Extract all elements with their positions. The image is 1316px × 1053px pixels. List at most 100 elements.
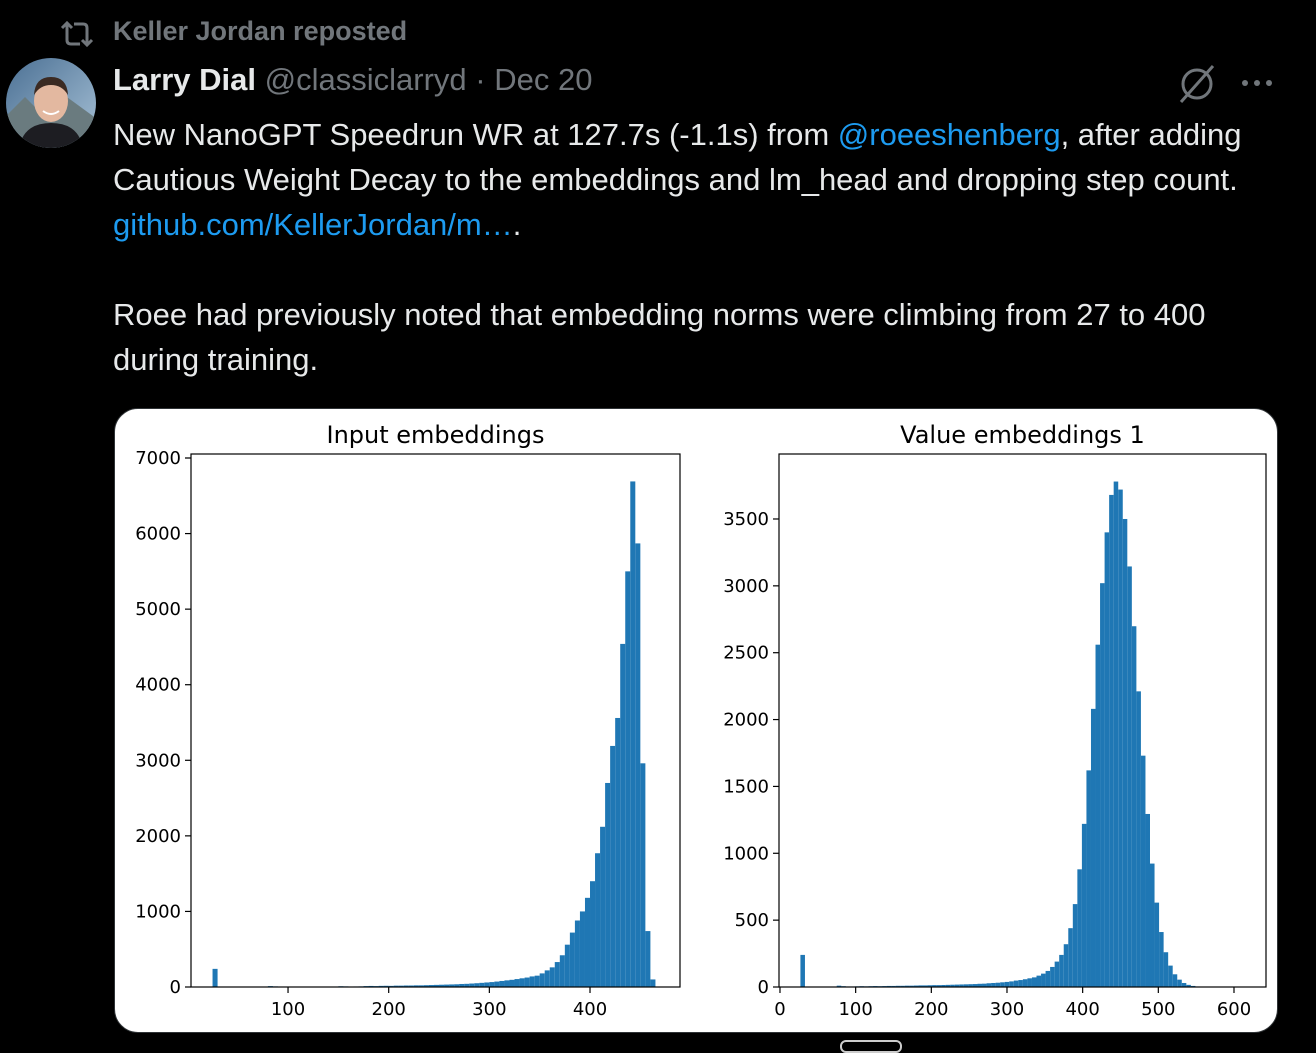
bar: [529, 976, 535, 987]
tweet-text: New NanoGPT Speedrun WR at 127.7s (-1.1s…: [113, 112, 1283, 427]
x-tick-label: 100: [838, 999, 872, 1020]
bar: [554, 962, 560, 987]
bar: [918, 985, 923, 987]
y-tick-label: 0: [170, 977, 181, 998]
y-tick-label: 1500: [723, 776, 769, 797]
bar: [408, 985, 414, 987]
avatar[interactable]: [5, 57, 97, 149]
repost-label[interactable]: Keller Jordan reposted: [113, 16, 408, 46]
y-tick-label: 4000: [135, 675, 181, 696]
bar: [499, 980, 505, 987]
x-tick-label: 100: [271, 999, 305, 1020]
bar: [484, 982, 490, 987]
bar: [977, 983, 983, 987]
bar: [1041, 973, 1046, 987]
bar: [1109, 494, 1114, 987]
bar: [954, 984, 960, 987]
bar: [1054, 961, 1060, 987]
y-tick-label: 5000: [135, 599, 181, 620]
bar: [927, 985, 933, 987]
bar: [1009, 981, 1014, 987]
bar: [1050, 966, 1055, 987]
bar: [559, 955, 565, 987]
separator: ·: [475, 62, 486, 97]
bar: [464, 983, 470, 987]
x-tick-label: 0: [774, 999, 785, 1020]
bar: [1072, 904, 1078, 987]
mention-link[interactable]: @roeeshenberg: [837, 117, 1061, 152]
bar: [1100, 583, 1105, 987]
bar: [1036, 975, 1042, 987]
bar: [1059, 954, 1064, 987]
bar: [1022, 979, 1028, 987]
bar: [1077, 869, 1082, 987]
bar: [1000, 982, 1005, 987]
grok-button[interactable]: [1179, 65, 1215, 103]
bar: [922, 985, 928, 987]
bar: [1140, 755, 1146, 987]
bar: [1181, 982, 1187, 987]
bar: [509, 979, 515, 987]
bar: [991, 982, 996, 987]
bar: [1095, 644, 1101, 987]
more-button[interactable]: [1242, 80, 1272, 86]
bar: [579, 911, 585, 987]
bar: [1018, 980, 1023, 987]
bar: [635, 543, 641, 987]
bar: [489, 982, 495, 987]
text-span: New NanoGPT Speedrun WR at 127.7s (-1.1s…: [113, 117, 838, 152]
bar: [519, 978, 525, 987]
bar: [1154, 902, 1160, 987]
y-tick-label: 3000: [723, 576, 769, 597]
author-name[interactable]: Larry Dial: [113, 62, 257, 97]
x-tick-label: 300: [990, 999, 1024, 1020]
bar: [640, 763, 646, 987]
bar: [615, 717, 621, 987]
bar: [423, 985, 429, 987]
bar: [444, 984, 450, 987]
bar: [1031, 977, 1037, 987]
bar: [418, 985, 424, 987]
bar: [625, 571, 631, 987]
url-link[interactable]: github.com/KellerJordan/m…: [113, 207, 513, 242]
media-card[interactable]: Input embeddings 100 200 300 400 0 1000 2000 300…: [114, 408, 1278, 1033]
bar: [605, 782, 611, 987]
bar: [1172, 974, 1178, 987]
bar: [1068, 928, 1073, 987]
bar: [539, 973, 545, 987]
post-date[interactable]: Dec 20: [494, 62, 593, 97]
bar: [982, 983, 987, 987]
bar: [1136, 691, 1141, 987]
bar: [549, 967, 555, 987]
bar: [479, 982, 485, 987]
bar: [544, 970, 550, 987]
bar: [1127, 566, 1132, 987]
paragraph: New NanoGPT Speedrun WR at 127.7s (-1.1s…: [113, 112, 1283, 247]
bar: [986, 983, 992, 987]
bar: [514, 979, 520, 987]
bar: [524, 977, 530, 987]
y-tick-label: 1000: [135, 901, 181, 922]
bar: [584, 897, 591, 987]
bar: [574, 920, 580, 987]
author-handle[interactable]: @classiclarryd: [264, 62, 467, 97]
bar: [909, 985, 914, 987]
y-tick-label: 1000: [723, 843, 769, 864]
bar: [595, 853, 601, 987]
bar: [620, 643, 626, 987]
bar: [904, 985, 910, 987]
y-tick-label: 2000: [135, 826, 181, 847]
bar: [469, 983, 475, 987]
bar: [454, 984, 460, 987]
x-tick-label: 500: [1141, 999, 1175, 1020]
bar: [413, 985, 419, 987]
bar: [1113, 481, 1119, 987]
bar: [610, 745, 616, 987]
y-tick-label: 2000: [723, 710, 769, 731]
y-tick-label: 500: [735, 910, 769, 931]
bar: [504, 980, 510, 987]
bar: [212, 968, 218, 987]
y-tick-label: 6000: [135, 524, 181, 545]
bar: [534, 975, 540, 987]
